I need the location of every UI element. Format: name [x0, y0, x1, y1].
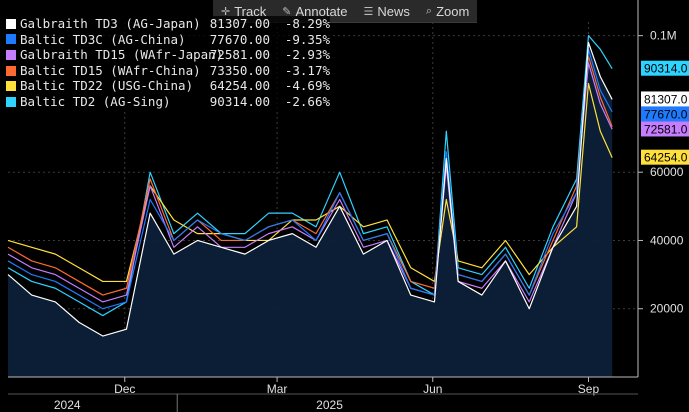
legend-name: Baltic TD2 (AG-Sing) [20, 93, 171, 109]
news-button[interactable]: ☰ News [356, 0, 418, 22]
legend-name: Galbraith TD15 (WAfr-Japan) [20, 47, 224, 63]
legend: Galbraith TD3 (AG-Japan) 81307.00 -8.29% B… [6, 16, 330, 110]
legend-value: 90314.00 [209, 93, 270, 109]
legend-entry[interactable]: Baltic TD22 (USG-China) 64254.00 -4.69% [6, 78, 330, 94]
last-value-label: 72581.0 [644, 122, 688, 136]
legend-change: -2.66% [284, 93, 330, 109]
last-value-tag [641, 91, 689, 107]
annotate-label: Annotate [295, 3, 348, 19]
magnifier-icon: ⌕ [425, 4, 433, 17]
series-line [7, 62, 613, 303]
legend-value: 81307.00 [209, 16, 270, 31]
series-line [7, 41, 613, 337]
last-value-label: 64254.0 [644, 151, 688, 165]
x-tick-label: Sep [578, 382, 600, 396]
legend-value: 73350.00 [209, 62, 270, 78]
legend-name: Baltic TD15 (WAfr-China) [20, 62, 201, 78]
y-tick-label: 60000 [650, 165, 684, 179]
news-label: News [377, 3, 410, 19]
legend-swatch [6, 18, 16, 29]
legend-change: -3.17% [284, 62, 330, 78]
year-label: 2025 [316, 398, 343, 412]
series-line [7, 48, 613, 310]
y-tick-label: 0.1M [650, 29, 677, 43]
y-axis: 20000 40000 60000 0.1M [637, 0, 684, 377]
legend-entry[interactable]: Baltic TD3C (AG-China) 77670.00 -9.35% [6, 31, 330, 48]
last-value-tag [641, 149, 689, 165]
series-line [7, 35, 613, 317]
last-value-tag [641, 121, 689, 137]
crosshair-icon: ✛ [221, 5, 231, 18]
legend-swatch [6, 49, 16, 60]
x-tick-label: Dec [114, 382, 135, 396]
legend-entry[interactable]: Baltic TD15 (WAfr-China) 73350.00 -3.17% [6, 62, 330, 79]
legend-name: Galbraith TD3 (AG-Japan) [20, 16, 201, 31]
x-tick-label: Mar [267, 382, 288, 396]
annotate-button[interactable]: ✎ Annotate [274, 0, 355, 22]
series-lines [7, 35, 613, 337]
legend-change: -9.35% [284, 31, 330, 47]
last-value-label: 77670.0 [644, 107, 688, 121]
zoom-label: Zoom [436, 3, 470, 19]
y-tick-label: 40000 [650, 233, 684, 247]
pencil-icon: ✎ [282, 5, 292, 18]
legend-entry[interactable]: Galbraith TD15 (WAfr-Japan) 72581.00 -2.93… [6, 47, 330, 63]
legend-change: -2.93% [284, 47, 330, 63]
last-value-tag [641, 106, 689, 122]
legend-swatch [6, 81, 16, 92]
legend-swatch [6, 96, 16, 107]
year-label: 2024 [54, 398, 81, 412]
last-value-tag [641, 60, 689, 76]
x-axis: Dec Mar Jun Sep 2024 2025 [8, 376, 638, 412]
legend-name: Baltic TD22 (USG-China) [20, 78, 194, 94]
legend-value: 64254.00 [209, 78, 270, 94]
track-button[interactable]: ✛ Track [213, 0, 274, 22]
legend-entry[interactable]: Galbraith TD3 (AG-Japan) 81307.00 -8.29% [6, 16, 330, 32]
legend-name: Baltic TD3C (AG-China) [20, 31, 186, 47]
area-fill [8, 42, 613, 377]
legend-change: -8.29% [284, 16, 330, 31]
last-value-label: 81307.0 [644, 92, 688, 106]
legend-entry[interactable]: Baltic TD2 (AG-Sing) 90314.00 -2.66% [6, 93, 330, 110]
legend-swatch [6, 34, 16, 45]
legend-value: 72581.00 [209, 47, 270, 63]
legend-value: 77670.00 [209, 31, 270, 47]
last-value-label: 90314.0 [644, 62, 688, 76]
area-series-td3 [8, 42, 613, 377]
zoom-button[interactable]: ⌕ Zoom [418, 0, 477, 22]
x-tick-label: Jun [423, 382, 442, 396]
legend-swatch [6, 65, 16, 76]
track-label: Track [234, 3, 267, 19]
news-icon: ☰ [363, 5, 374, 18]
legend-change: -4.69% [284, 78, 330, 94]
y-tick-label: 20000 [650, 302, 684, 316]
